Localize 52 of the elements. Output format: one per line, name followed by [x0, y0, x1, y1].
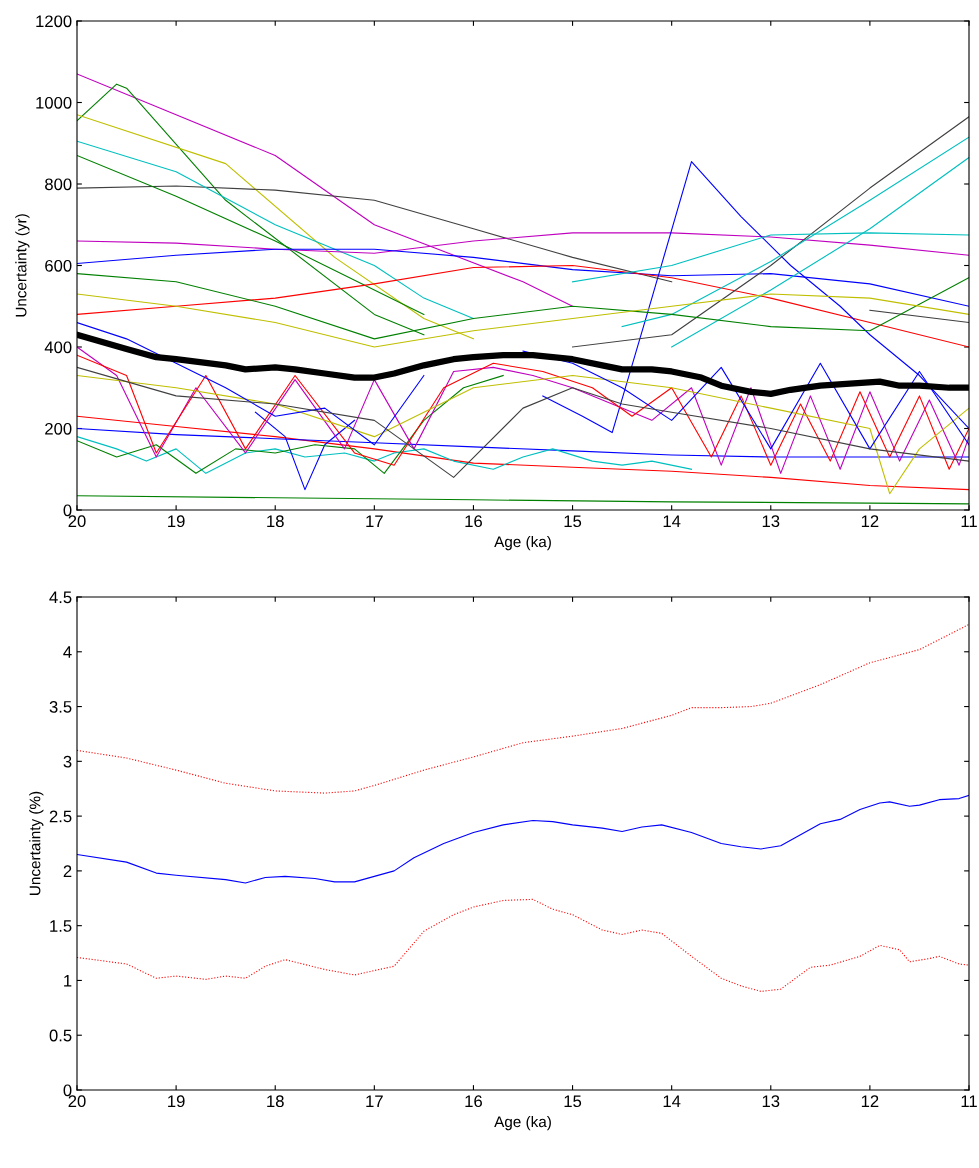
line-series — [77, 436, 693, 474]
y-tick-label: 400 — [44, 341, 72, 354]
line-series — [77, 366, 969, 478]
x-tick-label: 17 — [366, 1095, 383, 1107]
line-series — [77, 374, 504, 474]
x-tick-label: 17 — [366, 515, 383, 527]
x-tick-label: 13 — [762, 1095, 780, 1108]
x-tick-label: 12 — [861, 515, 879, 527]
line-series — [77, 794, 969, 884]
y-tick-label: 0 — [63, 1084, 72, 1097]
y-tick-label: 2 — [63, 865, 72, 877]
y-tick-label: 200 — [45, 422, 72, 435]
y-axis-title: Uncertainty (yr) — [15, 214, 30, 317]
y-tick-label: 1 — [64, 975, 72, 987]
line-series — [77, 264, 969, 348]
x-tick-label: 20 — [68, 1095, 86, 1108]
x-tick-label: 20 — [68, 515, 86, 528]
line-series — [77, 495, 969, 505]
x-tick-label: 14 — [663, 515, 681, 527]
x-tick-label: 18 — [267, 1095, 284, 1108]
x-tick-label: 14 — [663, 1095, 681, 1107]
line-series — [77, 623, 969, 794]
x-axis-title: Age (ka) — [494, 1115, 551, 1131]
line-series — [77, 140, 474, 320]
y-tick-label: 1200 — [36, 15, 72, 28]
x-tick-label: 15 — [564, 515, 582, 528]
y-tick-label: 3.5 — [49, 700, 72, 713]
x-tick-label: 16 — [465, 515, 482, 528]
y-tick-label: 2.5 — [49, 810, 72, 823]
x-tick-label: 19 — [168, 515, 185, 528]
y-tick-label: 4 — [63, 646, 72, 658]
y-tick-label: 0.5 — [49, 1029, 72, 1042]
y-tick-label: 800 — [45, 178, 72, 191]
line-series — [77, 374, 969, 495]
y-axis-title: Uncertainty (%) — [29, 791, 44, 895]
x-axis-title: Age (ka) — [494, 535, 551, 551]
y-tick-label: 0 — [63, 504, 72, 517]
line-series — [572, 116, 969, 348]
y-tick-label: 4.5 — [49, 591, 72, 604]
x-tick-label: 16 — [465, 1095, 482, 1108]
y-tick-label: 600 — [45, 259, 72, 272]
x-tick-label: 11 — [961, 515, 977, 527]
x-tick-label: 13 — [762, 515, 780, 528]
y-tick-label: 1000 — [36, 96, 72, 109]
y-tick-label: 3 — [63, 755, 72, 768]
x-tick-label: 15 — [564, 1095, 582, 1108]
x-tick-label: 19 — [168, 1095, 185, 1108]
x-tick-label: 18 — [267, 515, 284, 528]
x-tick-label: 12 — [861, 1095, 879, 1107]
x-tick-label: 11 — [961, 1095, 977, 1107]
line-series — [77, 898, 969, 992]
y-tick-label: 1.5 — [50, 920, 72, 932]
